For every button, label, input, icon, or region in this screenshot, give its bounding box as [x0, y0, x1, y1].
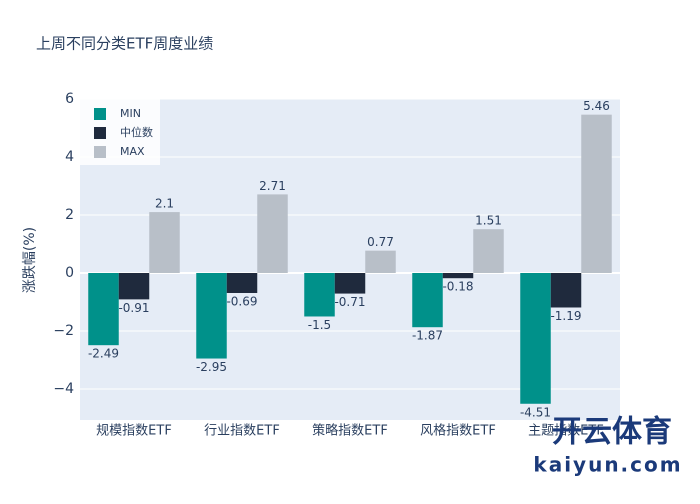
bar [334, 272, 366, 294]
data-label: -1.19 [550, 309, 581, 323]
chart-title: 上周不同分类ETF周度业绩 [36, 35, 213, 53]
x-tick-label: 主题指数ETF [528, 424, 604, 439]
legend-swatch [94, 127, 106, 139]
data-label: -2.49 [88, 347, 119, 361]
y-tick-label: 0 [65, 265, 74, 281]
data-label: 2.1 [155, 197, 174, 211]
y-axis-label: 涨跌幅(%) [22, 227, 38, 293]
data-label: -0.91 [118, 301, 149, 315]
watermark: 开云体育 [552, 415, 672, 450]
bar [88, 272, 119, 346]
bar [118, 272, 150, 300]
data-label: 0.77 [367, 235, 394, 249]
y-tick-label: 2 [65, 207, 74, 223]
data-label: 5.46 [583, 99, 610, 113]
y-tick-label: 6 [65, 91, 74, 107]
bar [196, 272, 227, 359]
data-label: -1.87 [412, 329, 443, 343]
data-label: 1.51 [475, 214, 502, 228]
bar [149, 212, 180, 273]
watermark: kaiyun.com [533, 453, 682, 477]
data-label: -2.95 [196, 360, 227, 374]
legend-label: MIN [120, 107, 141, 120]
x-tick-label: 风格指数ETF [420, 423, 496, 439]
data-label: -4.51 [520, 405, 551, 419]
legend-swatch [94, 146, 106, 158]
bar [473, 229, 504, 273]
data-label: -1.5 [308, 318, 331, 332]
bar [520, 272, 551, 404]
data-label: -0.69 [226, 294, 257, 308]
bar [304, 272, 335, 317]
data-label: -0.18 [442, 280, 473, 294]
x-tick-label: 规模指数ETF [96, 424, 172, 439]
bar [550, 272, 582, 308]
legend-swatch [94, 108, 106, 120]
data-label: -0.71 [334, 295, 365, 309]
x-tick-label: 策略指数ETF [312, 423, 388, 439]
x-tick-label: 行业指数ETF [204, 424, 280, 439]
y-tick-label: −2 [53, 323, 74, 339]
data-label: 2.71 [259, 179, 286, 193]
legend-label: MAX [120, 145, 145, 158]
bar [226, 272, 258, 293]
legend-label: 中位数 [120, 125, 153, 139]
bar [412, 272, 443, 328]
bar [365, 250, 396, 273]
legend-box [80, 99, 160, 165]
y-tick-label: −4 [53, 381, 74, 397]
y-tick-label: 4 [65, 149, 74, 165]
bar [442, 272, 474, 279]
bar [581, 114, 612, 273]
bar [257, 194, 288, 273]
